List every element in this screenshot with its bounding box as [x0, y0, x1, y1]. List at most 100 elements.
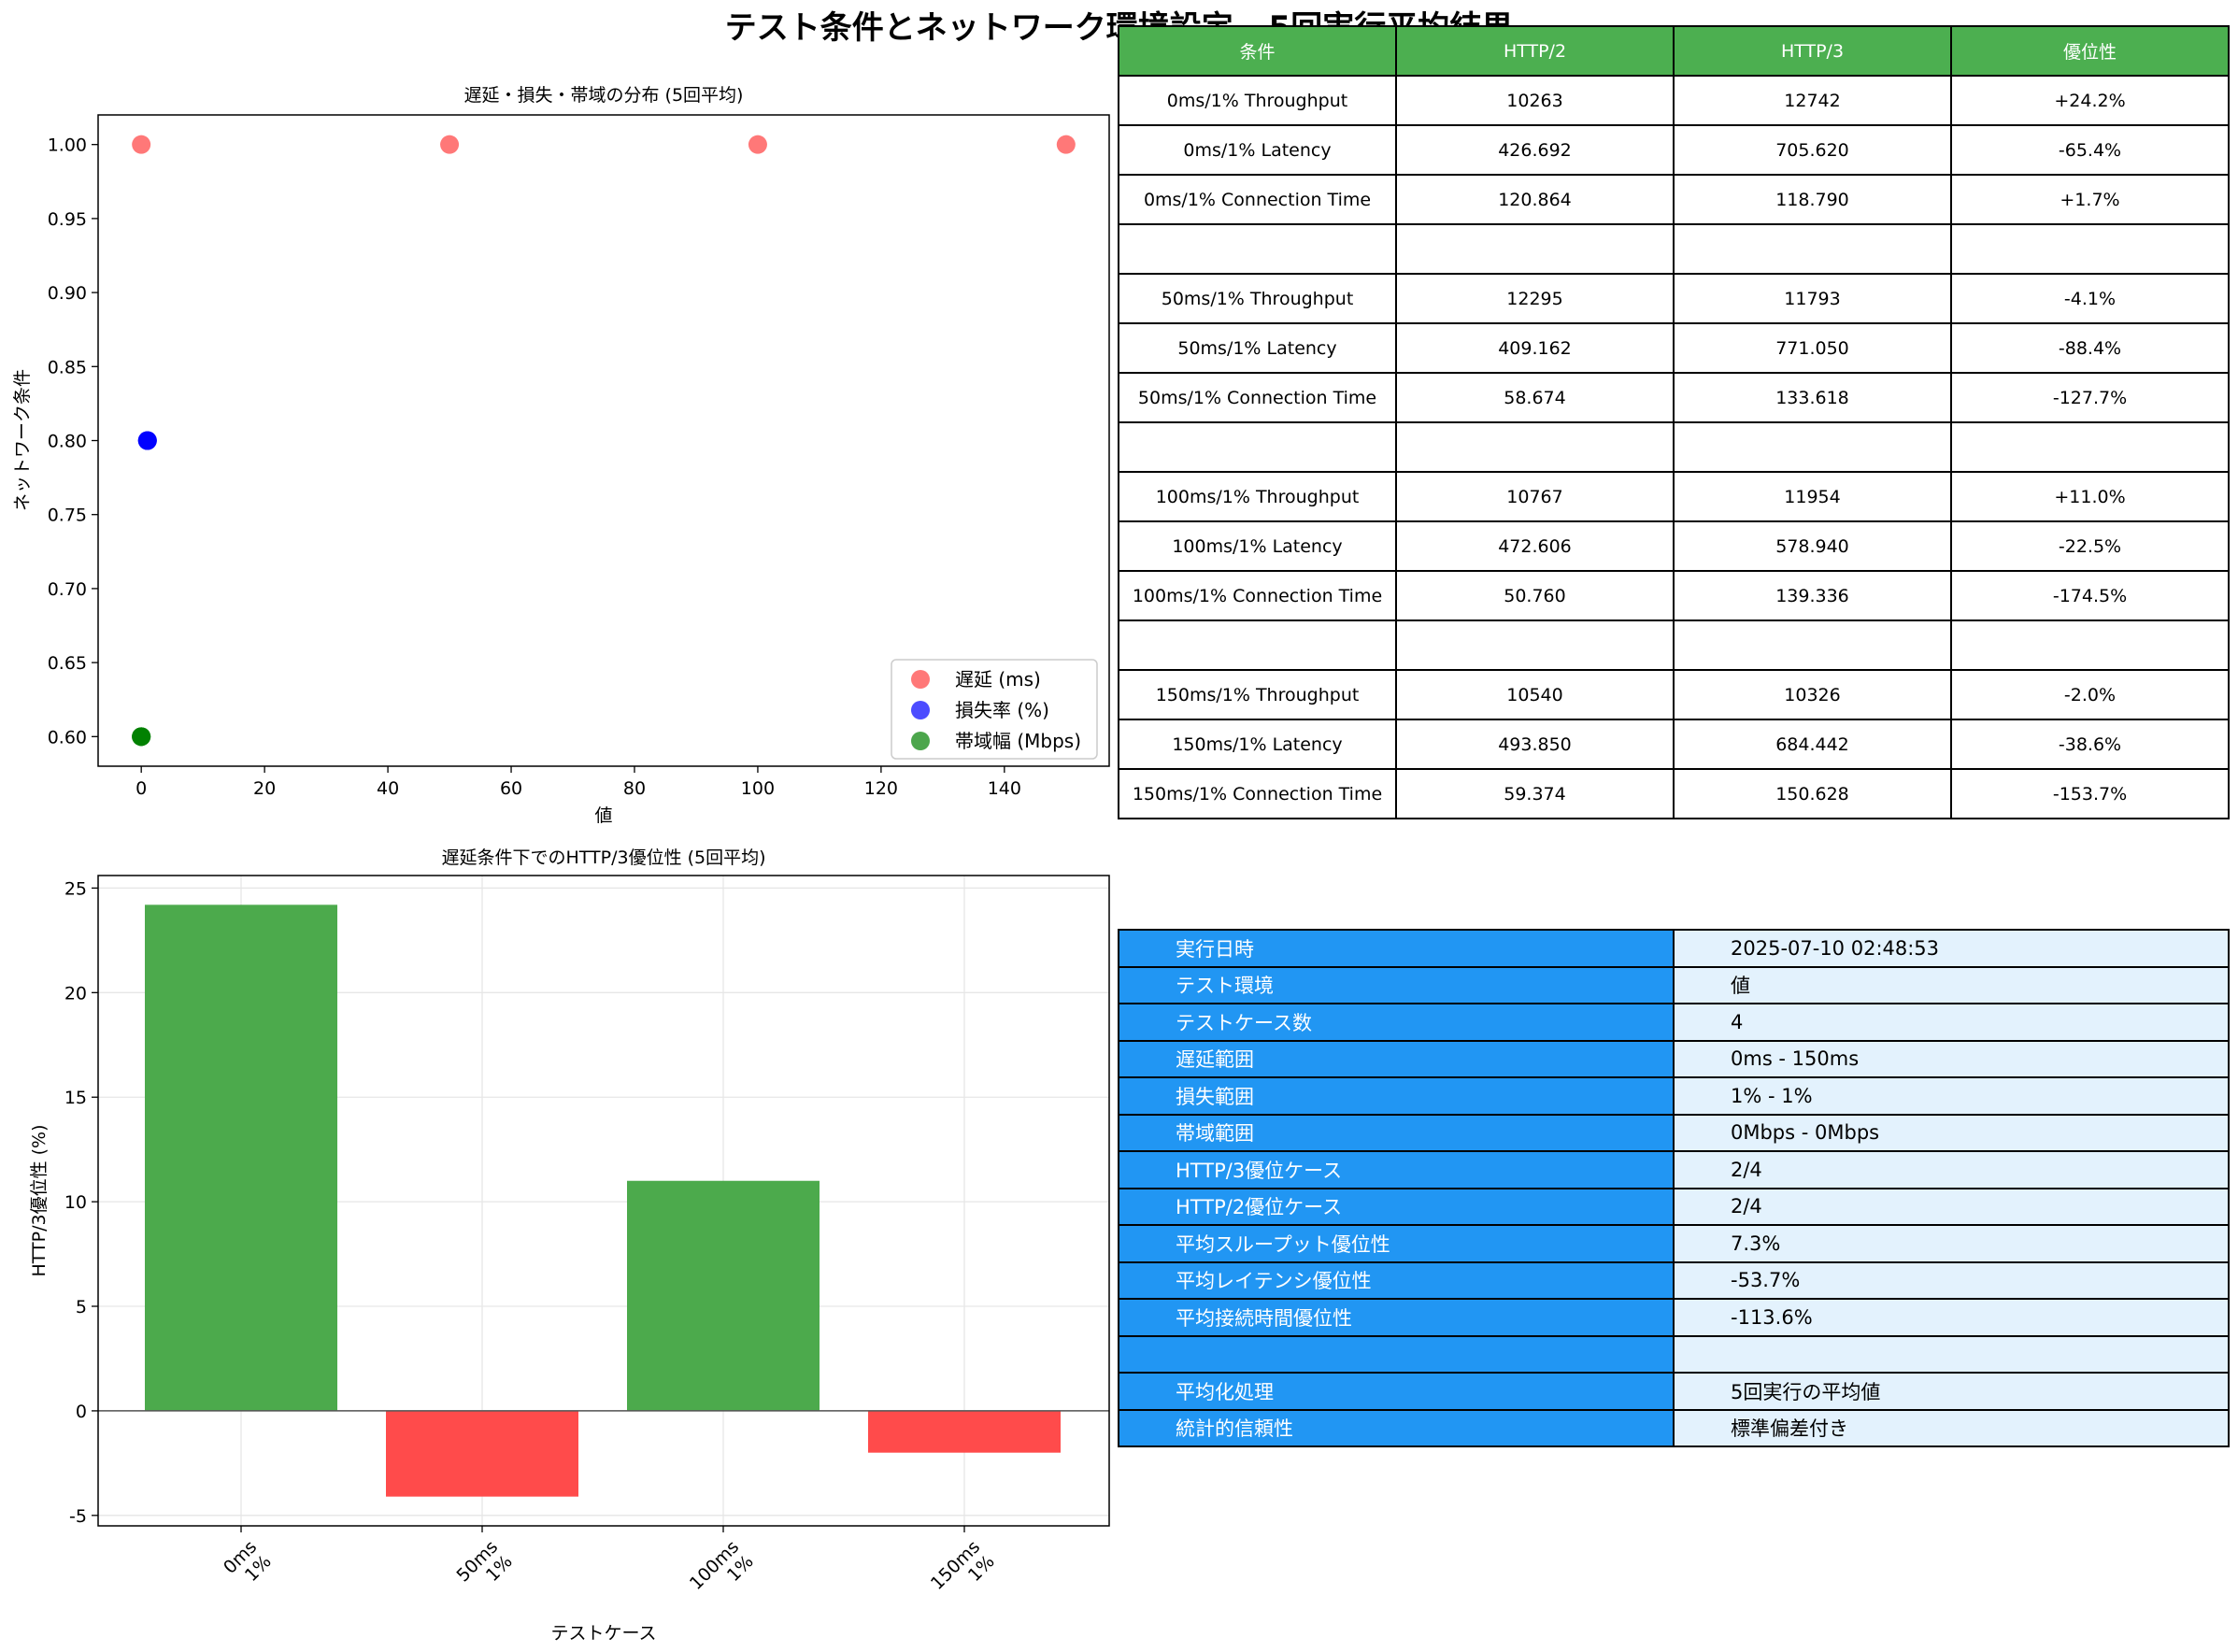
- y-tick-label: 0: [76, 1402, 87, 1422]
- table-cell: 150ms/1% Latency: [1118, 719, 1397, 770]
- table-cell: [1395, 223, 1675, 275]
- summary-row: 平均レイテンシ優位性 -53.7%: [1118, 1260, 2230, 1300]
- summary-value: 0ms - 150ms: [1673, 1039, 2230, 1078]
- table-cell: 50ms/1% Throughput: [1118, 273, 1397, 324]
- table-cell: [1673, 421, 1952, 473]
- summary-key: 平均スループット優位性: [1118, 1224, 1675, 1263]
- table-row: 0ms/1% Latency 426.692 705.620 -65.4%: [1118, 124, 2230, 176]
- scatter-x-axis-label: 値: [594, 805, 612, 826]
- table-row: 0ms/1% Connection Time 120.864 118.790 +1.7…: [1118, 174, 2230, 225]
- summary-value: 2/4: [1673, 1150, 2230, 1189]
- y-tick-label: 0.70: [48, 579, 87, 600]
- table-cell: 472.606: [1395, 520, 1675, 572]
- table-cell: 578.940: [1673, 520, 1952, 572]
- y-tick-label: 10: [64, 1192, 87, 1213]
- header-advantage: 優位性: [1950, 25, 2230, 77]
- x-tick-label: 20: [253, 778, 276, 799]
- table-cell: 0ms/1% Connection Time: [1118, 174, 1397, 225]
- summary-key: HTTP/2優位ケース: [1118, 1187, 1675, 1226]
- x-tick-label: 0: [135, 778, 147, 799]
- summary-row: 平均スループット優位性 7.3%: [1118, 1224, 2230, 1263]
- y-tick-label: 0.95: [48, 209, 87, 230]
- table-cell: 50.760: [1395, 570, 1675, 621]
- table-cell: -4.1%: [1950, 273, 2230, 324]
- table-cell: 12295: [1395, 273, 1675, 324]
- table-cell: [1118, 421, 1397, 473]
- x-tick-label: 120: [864, 778, 898, 799]
- header-condition: 条件: [1118, 25, 1397, 77]
- table-cell: 426.692: [1395, 124, 1675, 176]
- summary-value: 2025-07-10 02:48:53: [1673, 929, 2230, 968]
- table-cell: 10540: [1395, 669, 1675, 720]
- summary-value: [1673, 1334, 2230, 1374]
- table-cell: [1673, 223, 1952, 275]
- scatter-chart-title: 遅延・損失・帯域の分布 (5回平均): [464, 85, 744, 106]
- legend-label: 帯域幅 (Mbps): [955, 730, 1081, 752]
- y-tick-label: 0.90: [48, 283, 87, 304]
- table-cell: 771.050: [1673, 322, 1952, 374]
- table-cell: 50ms/1% Connection Time: [1118, 372, 1397, 423]
- legend-marker: [911, 732, 930, 750]
- table-cell: 10767: [1395, 471, 1675, 522]
- table-cell: 50ms/1% Latency: [1118, 322, 1397, 374]
- comparison-header-row: 条件 HTTP/2 HTTP/3 優位性: [1118, 25, 2230, 77]
- summary-row: 遅延範囲 0ms - 150ms: [1118, 1039, 2230, 1078]
- summary-row: HTTP/2優位ケース 2/4: [1118, 1187, 2230, 1226]
- scatter-point: [440, 135, 460, 154]
- table-row: 150ms/1% Connection Time 59.374 150.628 -15…: [1118, 768, 2230, 819]
- table-row: 50ms/1% Connection Time 58.674 133.618 -127…: [1118, 372, 2230, 423]
- table-cell: 0ms/1% Throughput: [1118, 75, 1397, 126]
- table-cell: 12742: [1673, 75, 1952, 126]
- table-cell: 118.790: [1673, 174, 1952, 225]
- summary-value: -113.6%: [1673, 1298, 2230, 1337]
- summary-key: 平均接続時間優位性: [1118, 1298, 1675, 1337]
- legend-marker: [911, 701, 930, 719]
- table-cell: [1950, 620, 2230, 671]
- table-cell: -65.4%: [1950, 124, 2230, 176]
- table-cell: 150.628: [1673, 768, 1952, 819]
- x-tick-label: 80: [623, 778, 646, 799]
- summary-row: HTTP/3優位ケース 2/4: [1118, 1150, 2230, 1189]
- table-row: [1118, 620, 2230, 671]
- table-cell: 150ms/1% Throughput: [1118, 669, 1397, 720]
- comparison-table: 条件 HTTP/2 HTTP/3 優位性 0ms/1% Throughput 10…: [1118, 25, 2230, 819]
- y-tick-label: 0.75: [48, 506, 87, 526]
- summary-value: 1% - 1%: [1673, 1076, 2230, 1116]
- scatter-x-ticks: 0 20 40 60 80 100 120 140: [135, 766, 1021, 799]
- summary-key: テスト環境: [1118, 965, 1675, 1004]
- bar: [627, 1180, 820, 1411]
- summary-value: 0Mbps - 0Mbps: [1673, 1113, 2230, 1152]
- y-tick-label: 0.60: [48, 727, 87, 748]
- scatter-point: [132, 135, 151, 154]
- table-cell: +24.2%: [1950, 75, 2230, 126]
- table-row: 100ms/1% Latency 472.606 578.940 -22.5%: [1118, 520, 2230, 572]
- table-cell: [1118, 620, 1397, 671]
- summary-value: 標準偏差付き: [1673, 1408, 2230, 1447]
- table-cell: -88.4%: [1950, 322, 2230, 374]
- summary-key: 統計的信頼性: [1118, 1408, 1675, 1447]
- legend-label: 損失率 (%): [955, 699, 1049, 721]
- x-tick-label: 100: [741, 778, 775, 799]
- table-cell: 10263: [1395, 75, 1675, 126]
- bar-y-axis-label: HTTP/3優位性 (%): [29, 1124, 50, 1276]
- bar-plot-frame: [97, 875, 1110, 1527]
- table-cell: 133.618: [1673, 372, 1952, 423]
- header-http3: HTTP/3: [1673, 25, 1952, 77]
- y-tick-label: 0.80: [48, 432, 87, 452]
- summary-row: 平均接続時間優位性 -113.6%: [1118, 1298, 2230, 1337]
- table-cell: 493.850: [1395, 719, 1675, 770]
- summary-row: テスト環境値: [1118, 965, 2230, 1004]
- table-cell: 11954: [1673, 471, 1952, 522]
- table-row: 0ms/1% Throughput 10263 12742 +24.2%: [1118, 75, 2230, 126]
- table-row: 50ms/1% Latency 409.162 771.050 -88.4%: [1118, 322, 2230, 374]
- table-cell: 10326: [1673, 669, 1952, 720]
- summary-row: 平均化処理 5回実行の平均値: [1118, 1372, 2230, 1411]
- scatter-point: [132, 727, 151, 747]
- table-cell: 139.336: [1673, 570, 1952, 621]
- y-tick-label: 0.85: [48, 357, 87, 377]
- bar: [386, 1410, 578, 1497]
- x-tick-label: 140: [988, 778, 1021, 799]
- scatter-legend: 遅延 (ms) 損失率 (%) 帯域幅 (Mbps): [891, 659, 1098, 760]
